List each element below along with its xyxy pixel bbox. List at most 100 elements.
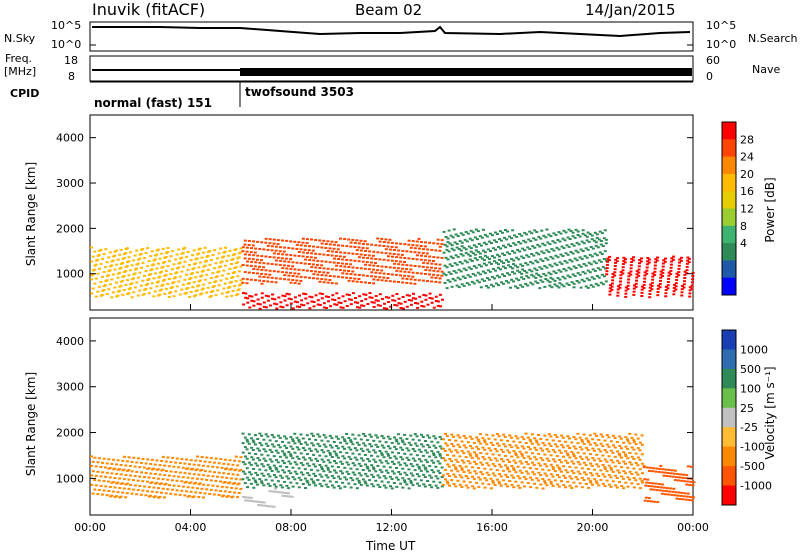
power-cell	[648, 296, 652, 299]
vel-cell	[307, 474, 311, 477]
power-cell	[568, 258, 572, 261]
vel-cell	[264, 478, 268, 481]
power-cell	[460, 245, 464, 248]
vel-cell	[662, 474, 666, 477]
vel-cell	[266, 444, 270, 447]
vel-cell	[272, 445, 276, 448]
power-cell	[503, 236, 506, 239]
vel-cell	[622, 460, 626, 463]
power-cell	[249, 251, 253, 254]
power-cell	[158, 257, 162, 260]
power-cell	[500, 281, 503, 284]
vel-cell	[330, 437, 334, 440]
vel-cell	[533, 482, 536, 485]
power-cell	[566, 274, 570, 277]
vel-cell	[587, 441, 591, 444]
power-cell	[597, 259, 601, 262]
power-cell	[576, 234, 580, 236]
power-cell	[548, 243, 552, 245]
vel-cell	[347, 482, 351, 485]
power-cell	[608, 287, 612, 290]
power-cell	[578, 256, 582, 259]
power-cell	[454, 233, 458, 236]
power-cell	[643, 271, 647, 274]
colorbar-tick-label: 12	[740, 203, 754, 216]
power-cell	[349, 273, 353, 276]
vel-cell	[214, 457, 218, 460]
power-cell	[658, 286, 662, 289]
power-cell	[209, 259, 213, 261]
vel-cell	[411, 474, 415, 477]
vel-cell	[659, 464, 663, 467]
vel-cell	[626, 447, 630, 450]
power-cell	[479, 265, 483, 268]
power-cell	[150, 264, 154, 267]
vel-cell	[141, 489, 145, 492]
power-cell	[527, 255, 531, 258]
vel-cell	[444, 432, 448, 435]
power-cell	[507, 260, 511, 263]
vel-cell	[643, 478, 647, 481]
power-cell	[334, 282, 338, 285]
vel-cell	[601, 454, 605, 457]
power-cell	[555, 284, 559, 287]
vel-cell	[401, 486, 405, 489]
vel-cell	[318, 464, 322, 466]
power-cell	[557, 269, 561, 272]
power-cell	[618, 283, 622, 286]
power-cell	[274, 245, 278, 248]
vel-cell	[516, 446, 520, 449]
vel-cell	[660, 483, 664, 486]
vel-cell	[549, 454, 553, 457]
power-cell	[529, 281, 533, 284]
vel-cell	[241, 451, 245, 454]
power-cell	[549, 273, 553, 276]
power-cell	[465, 282, 469, 285]
power-cell	[451, 236, 455, 239]
vel-cell	[413, 450, 417, 453]
vel-cell	[533, 437, 537, 440]
vel-cell	[454, 466, 457, 469]
power-cell	[442, 272, 446, 275]
vel-cell	[339, 441, 342, 444]
vel-cell	[619, 437, 623, 440]
vel-cell	[514, 454, 518, 457]
power-cell	[464, 251, 468, 254]
power-cell	[279, 259, 283, 262]
vel-cell	[228, 468, 232, 471]
power-cell	[452, 228, 456, 231]
power-cell	[403, 274, 407, 277]
power-cell	[368, 282, 371, 284]
power-cell	[376, 265, 380, 268]
power-cell	[674, 285, 678, 288]
vel-cell	[152, 477, 156, 480]
power-cell	[413, 247, 417, 250]
vel-cell	[671, 490, 675, 493]
power-cell	[589, 246, 593, 248]
vel-cell	[318, 454, 322, 457]
vel-cell	[468, 452, 472, 455]
vel-cell	[587, 486, 591, 489]
power-cell	[244, 292, 248, 295]
power-cell	[497, 284, 500, 287]
vel-cell	[562, 465, 566, 468]
vel-cell	[417, 465, 421, 468]
power-cell	[205, 291, 209, 294]
vel-cell	[622, 470, 626, 473]
power-cell	[305, 269, 309, 272]
power-cell	[266, 299, 270, 302]
vel-cell	[254, 443, 257, 446]
date-title: 14/Jan/2015	[585, 1, 676, 19]
power-cell	[137, 258, 140, 261]
power-cell	[303, 276, 307, 279]
power-cell	[115, 263, 119, 266]
vel-cell	[448, 439, 452, 441]
vel-cell	[605, 443, 609, 446]
vel-cell	[510, 465, 514, 467]
power-cell	[326, 281, 330, 284]
vel-cell	[205, 478, 209, 481]
vel-cell	[497, 454, 501, 457]
vel-cell	[531, 471, 535, 474]
vel-cell	[636, 473, 640, 476]
vel-cell	[554, 443, 557, 446]
